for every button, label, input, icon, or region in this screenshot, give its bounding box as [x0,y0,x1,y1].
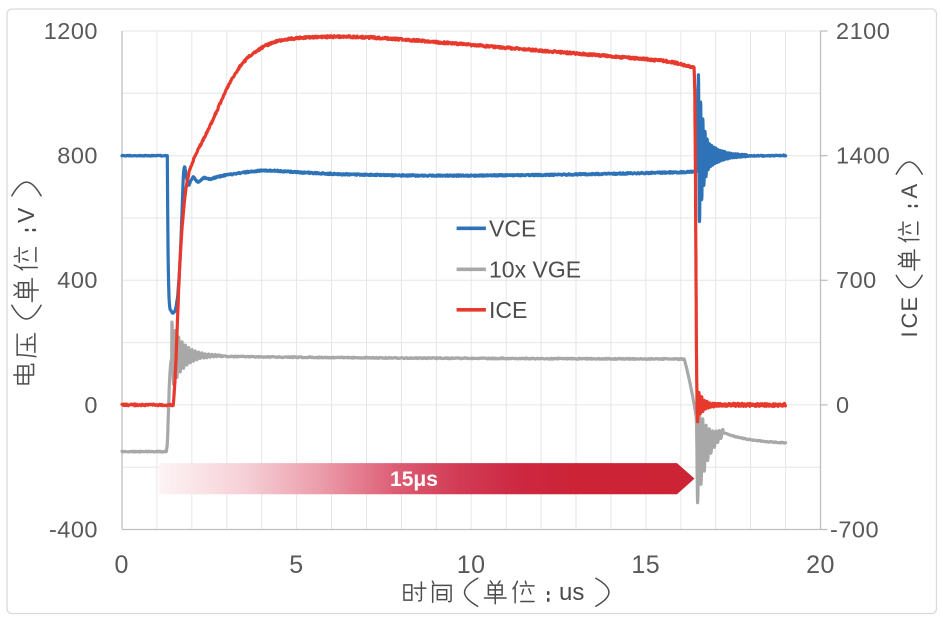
svg-text:I: I [897,331,922,337]
svg-text:C: C [897,313,922,329]
svg-text:A: A [897,184,922,199]
svg-text:us: us [559,579,584,606]
svg-text:400: 400 [57,267,98,293]
svg-text:0: 0 [836,392,850,418]
svg-text:15μs: 15μs [390,468,438,491]
svg-text:800: 800 [57,143,98,169]
svg-text:5: 5 [289,551,303,579]
svg-text:10: 10 [457,551,486,579]
svg-text:E: E [897,297,922,312]
svg-text:0: 0 [114,551,128,579]
svg-text:-700: -700 [830,517,879,543]
svg-text:700: 700 [836,267,877,293]
svg-text:0: 0 [84,392,98,418]
svg-text:10x VGE: 10x VGE [489,256,581,282]
svg-text:VCE: VCE [489,215,536,241]
svg-text:1400: 1400 [836,143,890,169]
svg-text:2100: 2100 [836,18,890,44]
svg-text:20: 20 [806,551,835,579]
svg-text:15: 15 [631,551,660,579]
svg-text:ICE: ICE [489,297,527,323]
svg-text:-400: -400 [49,517,98,543]
svg-text:1200: 1200 [44,18,98,44]
svg-text:V: V [13,207,39,223]
